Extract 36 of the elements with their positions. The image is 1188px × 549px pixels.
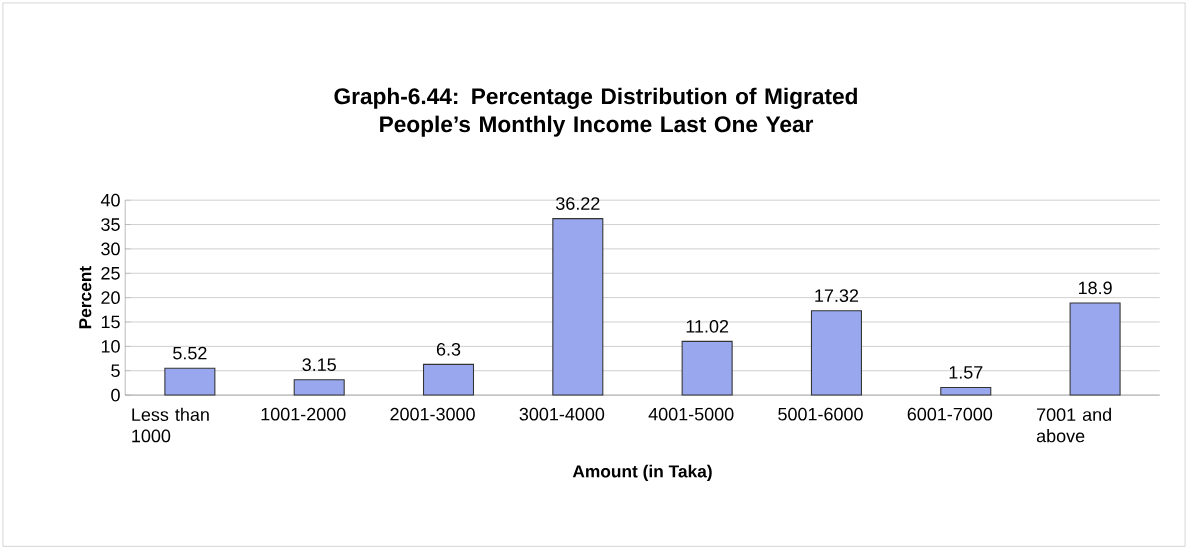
x-tick-label: Less than 1000 <box>132 407 209 443</box>
bar <box>293 379 345 396</box>
y-tick-label: 20 <box>101 291 120 304</box>
data-label: 11.02 <box>686 319 729 333</box>
data-label: 6.3 <box>436 342 461 356</box>
data-label: 17.32 <box>815 289 859 302</box>
data-label: 3.15 <box>302 358 336 371</box>
bar <box>422 363 475 396</box>
data-label: 36.22 <box>556 197 600 210</box>
y-tick-label: 30 <box>101 242 120 256</box>
y-tick-label: 15 <box>101 315 120 329</box>
y-tick-label: 35 <box>101 218 120 231</box>
x-axis-title: Amount (in Taka) <box>572 464 712 481</box>
bar <box>552 217 604 396</box>
y-tick-label: 10 <box>101 339 120 353</box>
x-tick-label: 3001-4000 <box>519 407 605 421</box>
chart-title: Graph-6.44: Percentage Distribution of Migrated People’s Monthly Income Last One Year <box>334 87 857 137</box>
bar <box>940 386 992 396</box>
x-tick-label: 5001-6000 <box>778 407 863 421</box>
y-axis-title: Percent <box>79 265 92 329</box>
x-tick-label: 2001-3000 <box>390 407 475 421</box>
y-tick-label: 40 <box>100 193 120 207</box>
bar <box>164 367 216 396</box>
x-tick-label: 7001 and above <box>1036 407 1111 443</box>
data-label: 18.9 <box>1078 281 1112 295</box>
y-tick-label: 25 <box>101 266 120 280</box>
data-label: 5.52 <box>173 346 207 360</box>
bar <box>1069 302 1121 396</box>
bar <box>810 310 862 396</box>
x-tick-label: 6001-7000 <box>907 407 993 421</box>
y-tick-label: 5 <box>111 364 120 377</box>
y-tick-label: 0 <box>111 388 120 402</box>
x-tick-label: 1001-2000 <box>261 407 346 421</box>
bar <box>681 340 733 396</box>
data-label: 1.57 <box>949 366 983 379</box>
x-tick-label: 4001-5000 <box>648 407 734 421</box>
